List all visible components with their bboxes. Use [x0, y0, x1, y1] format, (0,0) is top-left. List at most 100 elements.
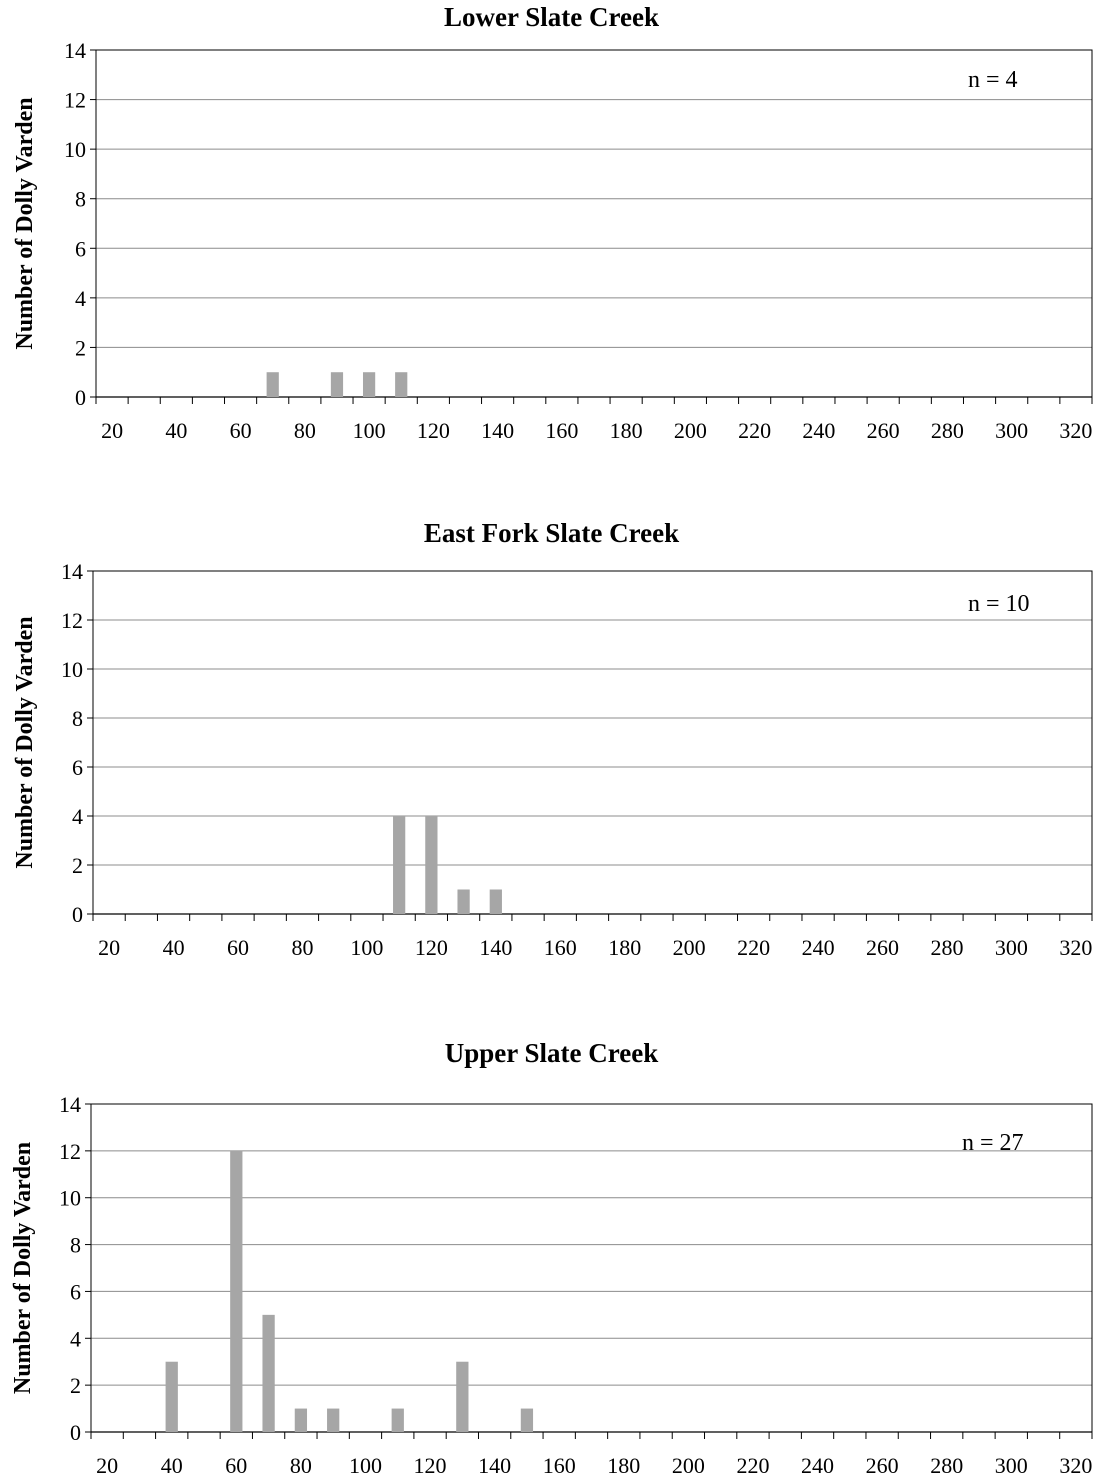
- x-tick-label: 300: [995, 1453, 1028, 1477]
- bar: [425, 816, 438, 914]
- sample-size-annotation: n = 27: [962, 1130, 1024, 1156]
- x-tick-label: 300: [995, 935, 1028, 960]
- x-tick-label: 120: [415, 935, 448, 960]
- y-tick-label: 10: [64, 137, 86, 162]
- x-tick-label: 320: [1059, 935, 1092, 960]
- y-axis-label: Number of Dolly Varden: [10, 1142, 36, 1394]
- x-tick-label: 220: [736, 1453, 769, 1477]
- x-tick-label: 180: [608, 935, 641, 960]
- x-tick-label: 280: [930, 935, 963, 960]
- x-tick-label: 300: [995, 418, 1028, 443]
- y-tick-label: 8: [70, 1233, 81, 1258]
- y-tick-label: 6: [70, 1279, 81, 1304]
- x-tick-label: 140: [481, 418, 514, 443]
- sample-size-annotation: n = 10: [968, 591, 1030, 617]
- x-tick-label: 240: [801, 1453, 834, 1477]
- bar: [456, 1361, 469, 1432]
- y-tick-label: 4: [75, 286, 86, 311]
- x-tick-label: 80: [294, 418, 316, 443]
- x-tick-label: 160: [545, 418, 578, 443]
- bar: [262, 1314, 275, 1432]
- plot-area-border: [92, 570, 1093, 915]
- x-tick-label: 180: [610, 418, 643, 443]
- y-tick-label: 0: [75, 385, 86, 410]
- y-tick-label: 8: [72, 706, 83, 731]
- x-tick-label: 80: [290, 1453, 312, 1477]
- y-tick-label: 8: [75, 187, 86, 212]
- x-tick-label: 280: [931, 418, 964, 443]
- x-tick-label: 140: [479, 935, 512, 960]
- y-tick-label: 2: [72, 853, 83, 878]
- y-tick-label: 6: [72, 755, 83, 780]
- y-tick-label: 12: [61, 608, 83, 633]
- y-tick-label: 10: [61, 657, 83, 682]
- x-tick-label: 200: [673, 935, 706, 960]
- x-tick-label: 200: [674, 418, 707, 443]
- x-tick-label: 120: [417, 418, 450, 443]
- chart-panel-lower-slate-creek: Lower Slate Creek 0 2 4 6 8 10 12 14 20 40 60 80 100…: [0, 0, 1103, 470]
- x-tick-label: 240: [802, 418, 835, 443]
- x-tick-label: 280: [930, 1453, 963, 1477]
- x-tick-label: 160: [544, 935, 577, 960]
- x-tick-label: 260: [867, 418, 900, 443]
- chart-title: East Fork Slate Creek: [423, 518, 680, 548]
- sample-size-annotation: n = 4: [968, 67, 1018, 93]
- chart-plot: 0 2 4 6 8 10 12 14 20 40 60 80 100 120 140 160 180 200 220…: [12, 38, 1093, 443]
- y-tick-label: 4: [70, 1326, 81, 1351]
- x-tick-label: 120: [414, 1453, 447, 1477]
- x-tick-label: 40: [163, 935, 185, 960]
- x-tick-label: 240: [802, 935, 835, 960]
- x-tick-label: 80: [291, 935, 313, 960]
- x-tick-label: 60: [227, 935, 249, 960]
- x-tick-label: 320: [1059, 1453, 1092, 1477]
- x-tick-label: 40: [161, 1453, 183, 1477]
- x-tick-label: 160: [543, 1453, 576, 1477]
- y-tick-label: 4: [72, 804, 83, 829]
- x-tick-label: 60: [225, 1453, 247, 1477]
- x-tick-label: 320: [1059, 418, 1092, 443]
- x-tick-label: 260: [866, 935, 899, 960]
- y-tick-label: 2: [75, 335, 86, 360]
- y-tick-label: 10: [59, 1186, 81, 1211]
- bar: [457, 889, 470, 914]
- y-tick-label: 14: [64, 38, 86, 63]
- chart-panel-upper-slate-creek: Upper Slate Creek 0 2 4 6 8 10 12 14 20 40 60 80 100…: [0, 1020, 1103, 1477]
- y-tick-label: 0: [72, 902, 83, 927]
- bar: [391, 1408, 404, 1432]
- y-axis-label: Number of Dolly Varden: [12, 97, 38, 349]
- x-tick-label: 20: [101, 418, 123, 443]
- bar: [266, 372, 279, 397]
- plot-area-border: [95, 49, 1093, 398]
- chart-plot: 0 2 4 6 8 10 12 14 20 40 60 80 100 120 140 160 180 200 220…: [12, 559, 1093, 960]
- bar: [362, 372, 376, 397]
- y-tick-label: 0: [70, 1420, 81, 1445]
- chart-panel-east-fork-slate-creek: East Fork Slate Creek 0 2 4 6 8 10 12 14 20 40 60 8…: [0, 500, 1103, 980]
- bar: [395, 372, 408, 397]
- y-tick-label: 14: [61, 559, 83, 584]
- x-tick-label: 20: [98, 935, 120, 960]
- bar: [327, 1408, 340, 1432]
- x-tick-label: 40: [165, 418, 187, 443]
- chart-plot: 0 2 4 6 8 10 12 14 20 40 60 80 100 120 140 160 180 200 220…: [10, 1092, 1093, 1477]
- x-tick-label: 100: [350, 935, 383, 960]
- y-tick-label: 2: [70, 1373, 81, 1398]
- x-tick-label: 20: [96, 1453, 118, 1477]
- bar: [294, 1408, 308, 1432]
- x-tick-label: 260: [866, 1453, 899, 1477]
- x-tick-label: 220: [737, 935, 770, 960]
- bar: [393, 816, 406, 914]
- x-tick-label: 200: [672, 1453, 705, 1477]
- bar: [489, 889, 502, 914]
- x-tick-label: 60: [230, 418, 252, 443]
- bar: [230, 1150, 243, 1432]
- bar: [165, 1361, 178, 1432]
- x-tick-label: 220: [738, 418, 771, 443]
- y-tick-label: 6: [75, 236, 86, 261]
- bar: [520, 1408, 534, 1432]
- y-tick-label: 12: [64, 88, 86, 113]
- chart-title: Lower Slate Creek: [444, 2, 659, 32]
- y-axis-label: Number of Dolly Varden: [12, 616, 38, 868]
- y-tick-label: 14: [59, 1092, 81, 1117]
- bar: [330, 372, 344, 397]
- chart-title: Upper Slate Creek: [444, 1038, 659, 1068]
